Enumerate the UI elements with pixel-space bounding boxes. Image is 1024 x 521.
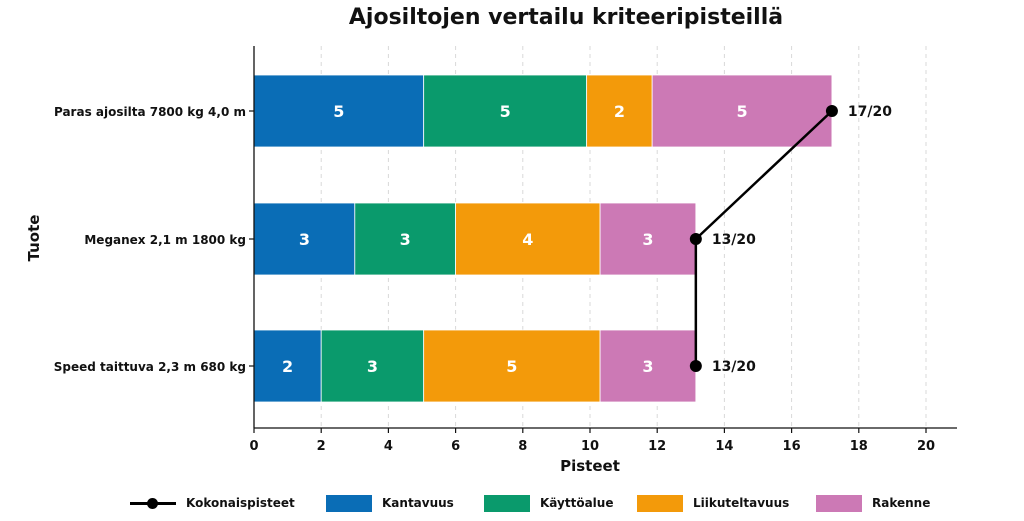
x-tick-label: 2 [317,439,326,454]
bar-value-label: 2 [282,357,293,376]
y-tick-label: Meganex 2,1 m 1800 kg [84,233,246,247]
bar-value-label: 4 [522,230,533,249]
bars: 5 5 2 5 3 3 4 3 2 3 5 3 [253,74,833,403]
bar-segment [423,74,588,148]
legend-item-liikuteltavuus: Liikuteltavuus [637,488,789,518]
bar-value-label: 3 [642,357,653,376]
total-label: 13/20 [712,232,756,248]
x-tick-label: 0 [249,439,258,454]
bar-value-label: 3 [299,230,310,249]
x-tick-label: 18 [850,439,868,454]
bar-value-label: 2 [614,102,625,121]
legend-label: Liikuteltavuus [693,496,790,510]
legend-label: Rakenne [872,496,931,510]
stacked-bar-chart: Ajosiltojen vertailu kriteeripisteillä 5… [25,5,957,475]
total-label: 13/20 [712,359,756,375]
bar-segment [599,202,697,276]
bar-segment [423,329,601,403]
bar-segment [320,329,425,403]
legend-swatch [326,494,372,512]
bar-segment [455,202,601,276]
x-tick-label: 10 [581,439,599,454]
bar-value-label: 5 [333,102,344,121]
legend-label: Kantavuus [382,496,454,510]
bar-segment [599,329,697,403]
legend-label: Kokonaispisteet [186,496,295,510]
legend-item-kantavuus: Kantavuus [326,488,454,518]
y-axis-label: Tuote [25,215,43,262]
total-point [689,360,702,372]
legend: Kokonaispisteet Kantavuus Käyttöalue Lii… [0,488,1024,518]
x-tick-label: 8 [518,439,527,454]
legend-item-kayttoalue: Käyttöalue [484,488,613,518]
y-tick-label: Paras ajosilta 7800 kg 4,0 m [54,105,246,119]
legend-line-marker-icon [130,495,176,512]
bar-segment [253,74,425,148]
x-axis-label: Pisteet [560,457,620,475]
bar-value-label: 5 [736,102,747,121]
x-tick-label: 14 [715,439,733,454]
bar-value-label: 5 [500,102,511,121]
x-tick-label: 12 [648,439,666,454]
total-points-line: 17/20 13/20 13/20 [689,104,892,375]
bar-value-label: 3 [367,357,378,376]
total-label: 17/20 [848,104,892,120]
x-tick-label: 20 [917,439,935,454]
x-tick-label: 6 [451,439,460,454]
bar-value-label: 5 [506,357,517,376]
legend-swatch [484,494,530,512]
bar-value-label: 3 [400,230,411,249]
legend-swatch [816,494,862,512]
legend-item-total: Kokonaispisteet [130,488,295,518]
x-tick-label: 16 [783,439,801,454]
axes: Paras ajosilta 7800 kg 4,0 m Meganex 2,1 … [54,46,957,454]
legend-label: Käyttöalue [540,496,614,510]
total-point [825,105,838,117]
y-tick-label: Speed taittuva 2,3 m 680 kg [54,360,246,374]
legend-swatch [637,494,683,512]
bar-segment [354,202,456,276]
bar-value-label: 3 [642,230,653,249]
x-tick-label: 4 [384,439,393,454]
bar-segment [586,74,653,148]
chart-title: Ajosiltojen vertailu kriteeripisteillä [349,5,783,30]
total-point [689,233,702,245]
legend-item-rakenne: Rakenne [816,488,930,518]
